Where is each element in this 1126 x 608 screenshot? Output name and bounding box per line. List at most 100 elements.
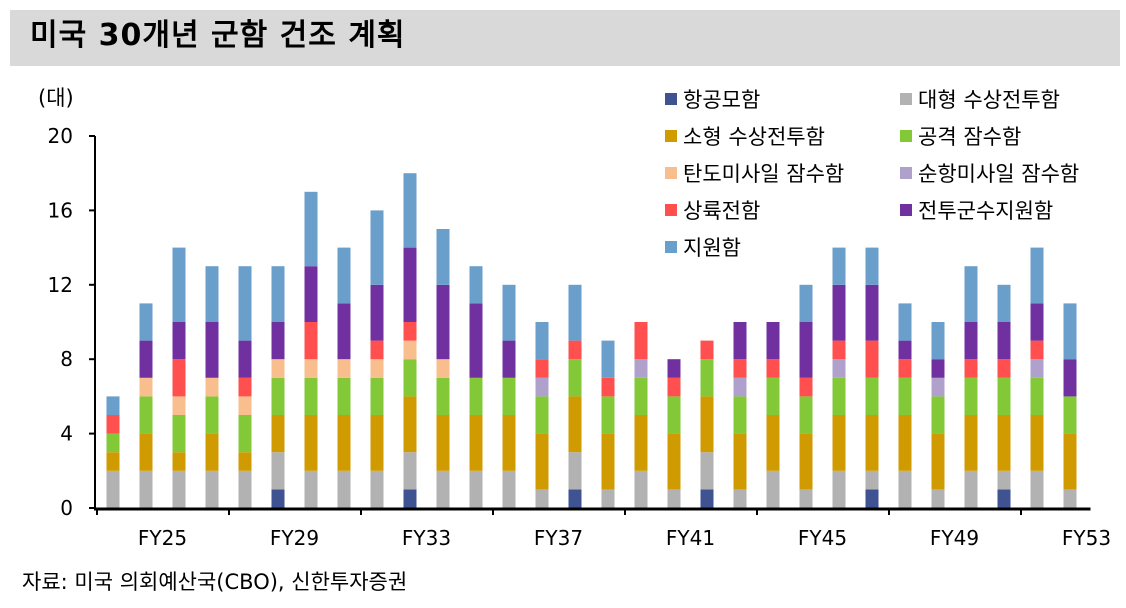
bar-segment-FY34-s1: [403, 452, 417, 490]
bar-segment-FY41-s5: [634, 359, 648, 378]
legend-label: 전투군수지원함: [918, 199, 1054, 223]
x-tick-label: FY25: [138, 526, 187, 550]
bar-segment-FY29-s2: [238, 452, 252, 471]
bar-segment-FY25-s6: [106, 415, 120, 434]
legend-label: 순항미사일 잠수함: [918, 162, 1080, 186]
bar-segment-FY40-s3: [601, 396, 615, 434]
bar-segment-FY51-s8: [964, 266, 978, 322]
bar-segment-FY30-s4: [271, 359, 285, 378]
legend-item: 상륙전함: [665, 195, 760, 225]
bar-segment-FY34-s0: [403, 489, 417, 508]
bar-segment-FY30-s8: [271, 266, 285, 322]
bar-segment-FY31-s1: [304, 470, 318, 508]
bar-segment-FY45-s2: [766, 415, 780, 471]
bar-segment-FY46-s8: [799, 284, 813, 322]
bar-segment-FY45-s1: [766, 470, 780, 508]
bar-segment-FY41-s3: [634, 377, 648, 415]
bar-segment-FY33-s6: [370, 340, 384, 360]
bar-segment-FY32-s2: [337, 415, 351, 471]
bar-segment-FY54-s2: [1063, 433, 1077, 490]
y-tick-label: 20: [48, 124, 73, 148]
bar-segment-FY43-s2: [700, 396, 714, 453]
bar-segment-FY49-s3: [898, 377, 912, 415]
legend-label: 지원함: [683, 236, 741, 260]
bar-segment-FY54-s7: [1063, 359, 1077, 397]
bar-segment-FY39-s8: [568, 284, 582, 341]
bar-segment-FY39-s3: [568, 359, 582, 397]
bar-segment-FY43-s6: [700, 340, 714, 360]
bar-segment-FY43-s3: [700, 359, 714, 397]
bar-segment-FY50-s1: [931, 489, 945, 508]
bar-segment-FY48-s1: [865, 470, 879, 490]
bar-segment-FY26-s4: [139, 377, 153, 397]
y-axis-unit-label: (대): [38, 86, 74, 110]
bar-segment-FY45-s3: [766, 377, 780, 415]
bar-segment-FY36-s7: [469, 303, 483, 378]
bar-segment-FY53-s6: [1030, 340, 1044, 360]
bar-segment-FY42-s3: [667, 396, 681, 434]
x-tick-label: FY53: [1062, 526, 1111, 550]
bar-segment-FY38-s3: [535, 396, 549, 434]
bar-segment-FY40-s6: [601, 377, 615, 397]
bar-segment-FY51-s6: [964, 359, 978, 378]
bar-segment-FY54-s3: [1063, 396, 1077, 434]
bar-segment-FY53-s5: [1030, 359, 1044, 378]
bar-segment-FY36-s2: [469, 415, 483, 471]
x-tick-label: FY37: [534, 526, 583, 550]
legend-item: 공격 잠수함: [900, 121, 1021, 151]
bar-segment-FY46-s6: [799, 377, 813, 397]
bar-segment-FY27-s8: [172, 247, 186, 322]
bar-segment-FY46-s7: [799, 322, 813, 378]
bar-segment-FY27-s2: [172, 452, 186, 471]
legend-swatch: [665, 241, 677, 253]
bar-segment-FY48-s8: [865, 247, 879, 285]
bar-segment-FY50-s7: [931, 359, 945, 378]
bar-segment-FY29-s6: [238, 377, 252, 397]
legend-item: 소형 수상전투함: [665, 121, 825, 151]
bar-segment-FY33-s2: [370, 415, 384, 471]
bar-segment-FY35-s8: [436, 229, 450, 285]
bar-segment-FY45-s6: [766, 359, 780, 378]
legend-swatch: [665, 93, 677, 105]
x-tick-label: FY29: [270, 526, 319, 550]
bar-segment-FY30-s3: [271, 377, 285, 415]
legend-swatch: [665, 204, 677, 216]
bar-segment-FY28-s1: [205, 470, 219, 508]
bar-segment-FY54-s8: [1063, 303, 1077, 360]
y-tick-label: 8: [60, 347, 73, 371]
bar-segment-FY31-s7: [304, 266, 318, 322]
bar-segment-FY44-s7: [733, 322, 747, 360]
bar-segment-FY47-s8: [832, 247, 846, 285]
bar-segment-FY44-s1: [733, 489, 747, 508]
bar-segment-FY39-s6: [568, 340, 582, 360]
bar-segment-FY52-s7: [997, 322, 1011, 360]
bar-segment-FY36-s3: [469, 377, 483, 415]
bar-segment-FY51-s1: [964, 470, 978, 508]
bar-segment-FY28-s7: [205, 322, 219, 378]
legend-swatch: [900, 130, 912, 142]
bar-segment-FY35-s3: [436, 377, 450, 415]
y-tick-label: 12: [48, 273, 73, 297]
legend-label: 소형 수상전투함: [683, 125, 825, 149]
legend-item: 순항미사일 잠수함: [900, 158, 1079, 188]
legend-item: 항공모함: [665, 84, 760, 114]
bar-segment-FY35-s1: [436, 470, 450, 508]
bar-segment-FY53-s3: [1030, 377, 1044, 415]
bar-segment-FY47-s2: [832, 415, 846, 471]
bar-segment-FY46-s3: [799, 396, 813, 434]
bar-segment-FY46-s2: [799, 433, 813, 490]
bar-segment-FY51-s2: [964, 415, 978, 471]
title-bar: [10, 10, 1120, 66]
bar-segment-FY35-s4: [436, 359, 450, 378]
bar-segment-FY29-s8: [238, 266, 252, 341]
legend-label: 상륙전함: [683, 199, 761, 223]
bar-segment-FY33-s7: [370, 284, 384, 341]
bar-segment-FY31-s4: [304, 359, 318, 378]
bar-segment-FY50-s2: [931, 433, 945, 490]
bar-segment-FY51-s3: [964, 377, 978, 415]
bar-segment-FY50-s3: [931, 396, 945, 434]
bar-segment-FY53-s1: [1030, 470, 1044, 508]
legend-swatch: [665, 130, 677, 142]
bar-segment-FY31-s8: [304, 191, 318, 267]
